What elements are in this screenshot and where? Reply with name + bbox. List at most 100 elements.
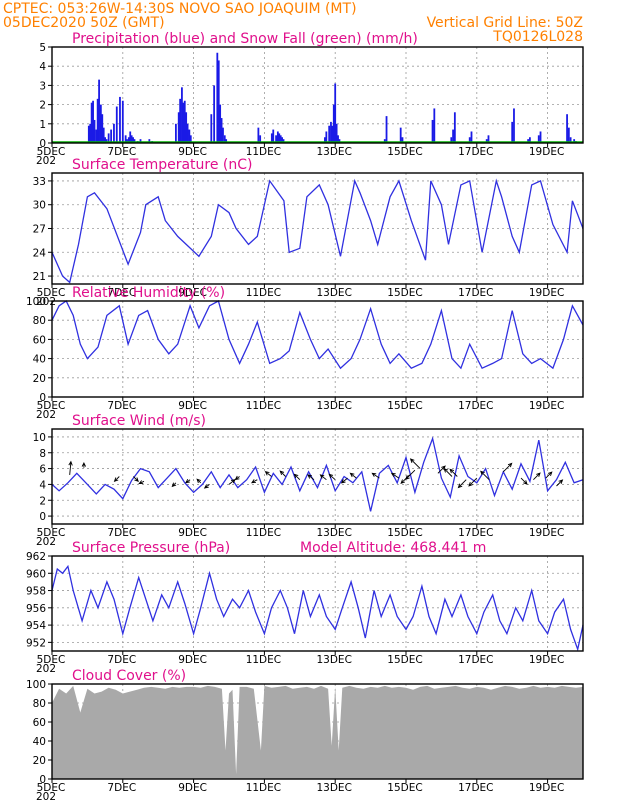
y-tick-label: 30 (33, 200, 46, 212)
precipitation-bar (210, 114, 213, 143)
precipitation-bar (573, 139, 576, 143)
x-tick-label: 19DEC (529, 287, 564, 299)
precipitation-bar (110, 129, 113, 143)
wind-arrow (203, 484, 210, 489)
x-tick-label: 7DEC (107, 146, 136, 158)
humidity-title: Relative Humidity (%) (72, 285, 225, 301)
wind-arrow (502, 462, 513, 473)
precipitation-bar (182, 102, 185, 143)
wind-arrow (371, 472, 380, 479)
x-tick-label: 5DEC (37, 400, 66, 412)
precipitation-bar (331, 125, 334, 143)
wind-arrow (171, 482, 177, 488)
x-tick-label: 9DEC (178, 654, 207, 666)
precipitation-bar (433, 108, 436, 143)
wind-arrow (400, 474, 410, 485)
y-tick-label: 2 (39, 495, 46, 507)
precipitation-bar (567, 127, 570, 143)
x-tick-label: 19DEC (529, 782, 564, 794)
x-tick-label: 7DEC (107, 400, 136, 412)
y-tick-label: 20 (33, 755, 46, 767)
precipitation-bar (107, 133, 110, 143)
cloud-cover-area (52, 685, 583, 779)
precipitation-bar (148, 139, 151, 143)
y-tick-label: 0 (39, 392, 46, 404)
precipitation-bar (119, 96, 121, 143)
wind-arrow (533, 472, 541, 481)
y-tick-label: 4 (39, 479, 46, 491)
plot-frame (51, 555, 584, 652)
y-tick-label: 100 (26, 679, 46, 691)
wind-arrow (556, 479, 564, 487)
precipitation-bar (177, 112, 180, 143)
x-year-label: 202 (36, 155, 56, 167)
precipitation-bar (179, 98, 182, 143)
wind-arrow (340, 477, 348, 484)
y-tick-label: 952 (26, 637, 46, 649)
x-tick-label: 19DEC (529, 654, 564, 666)
precipitation-bar (185, 112, 188, 143)
cloud-cover-panel: 0 20 40 60 80 100 5DEC 7DEC 9DEC 11DEC 13DEC 15DEC 1… (26, 668, 584, 800)
x-tick-label: 9DEC (178, 400, 207, 412)
humidity-series-line (51, 300, 584, 370)
temperature-title: Surface Temperature (nC) (72, 157, 253, 173)
precipitation-bar (270, 133, 273, 143)
y-tick-label: 3 (39, 80, 46, 92)
header-date: 05DEC2020 50Z (GMT) (3, 15, 165, 31)
x-tick-label: 5DEC (37, 287, 66, 299)
precipitation-bar (487, 135, 490, 143)
x-tick-label: 11DEC (246, 146, 281, 158)
y-tick-label: 80 (33, 698, 46, 710)
y-tick-label: 100 (26, 296, 46, 308)
wind-arrow (449, 468, 458, 477)
y-tick-label: 27 (33, 224, 46, 236)
x-tick-label: 9DEC (178, 146, 207, 158)
plot-frame (51, 300, 584, 398)
precipitation-bar (335, 123, 338, 143)
precipitation-bar (139, 139, 142, 143)
precipitation-bar (186, 123, 189, 143)
precipitation-bar (96, 98, 99, 143)
x-tick-label: 13DEC (316, 782, 351, 794)
precipitation-bar (102, 127, 105, 143)
plot-frame (51, 46, 584, 144)
precipitation-bar (328, 125, 331, 143)
wind-arrow (293, 473, 301, 481)
precipitation-title: Precipitation (blue) and Snow Fall (gree… (72, 31, 418, 47)
y-tick-label: 40 (33, 736, 46, 748)
x-tick-label: 9DEC (178, 527, 207, 539)
precipitation-bar (101, 114, 104, 143)
precipitation-bar (275, 135, 277, 143)
precipitation-bar (431, 119, 434, 143)
cloud-cover-title: Cloud Cover (%) (72, 668, 186, 684)
precipitation-bar (450, 137, 453, 143)
wind-arrow (328, 473, 336, 481)
y-tick-label: 60 (33, 717, 46, 729)
wind-arrow (113, 476, 120, 483)
x-year-label: 202 (36, 409, 56, 421)
temperature-series-line (51, 178, 584, 284)
x-tick-label: 13DEC (316, 654, 351, 666)
header-grid-note: Vertical Grid Line: 50Z (427, 15, 583, 31)
pressure-title: Surface Pressure (hPa) (72, 540, 230, 556)
x-tick-label: 9DEC (178, 782, 207, 794)
wind-arrow (250, 479, 258, 484)
x-tick-label: 15DEC (387, 782, 422, 794)
wind-arrow (68, 460, 73, 475)
y-tick-label: 958 (26, 586, 46, 598)
x-year-label: 202 (36, 663, 56, 675)
wind-arrow (480, 470, 490, 481)
x-tick-label: 11DEC (246, 782, 281, 794)
precipitation-bar (132, 137, 134, 143)
precipitation-bar (175, 123, 177, 143)
wind-arrow (133, 476, 139, 483)
plot-frame (51, 428, 584, 525)
precipitation-bar (330, 121, 332, 143)
y-tick-label: 60 (33, 334, 46, 346)
x-tick-label: 11DEC (246, 400, 281, 412)
x-tick-label: 5DEC (37, 527, 66, 539)
precipitation-bar (219, 104, 222, 143)
wind-arrow (520, 477, 528, 485)
precipitation-bar (513, 108, 515, 143)
